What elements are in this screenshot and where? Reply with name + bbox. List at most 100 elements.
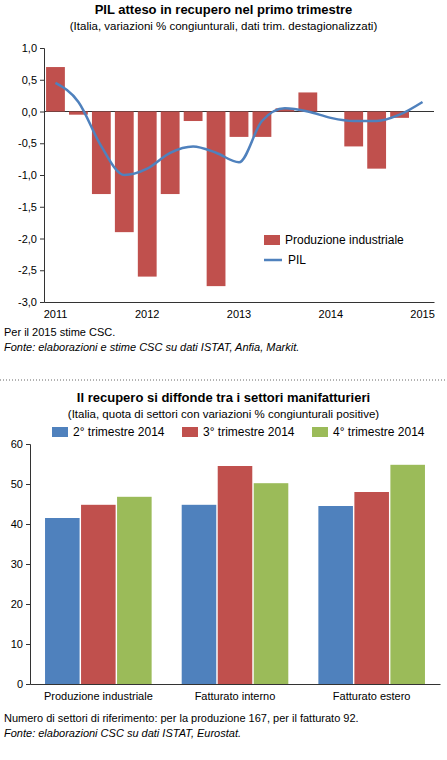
bar: [92, 112, 111, 195]
bar: [321, 111, 340, 112]
y-tick: 0,5: [22, 74, 44, 86]
annotation: Per il 2015 stime CSC.: [4, 326, 115, 338]
annotation: Fonte: elaborazioni CSC su dati ISTAT, E…: [4, 727, 241, 739]
y-tick-label: 0: [17, 678, 23, 690]
x-axis-line: [31, 684, 441, 685]
annotation: Fonte: elaborazioni e stime CSC su dati …: [4, 341, 299, 353]
x-tick: 2014: [319, 302, 343, 320]
y-tick: 10: [11, 638, 30, 650]
y-tick-mark: [40, 175, 44, 176]
y-tick: -3,0: [18, 296, 44, 308]
y-tick: -2,5: [18, 264, 44, 276]
y-tick-label: 1,0: [22, 42, 37, 54]
legend: Produzione industrialePIL: [264, 233, 404, 267]
y-tick-label: 60: [11, 438, 23, 450]
bar: [45, 518, 80, 684]
y-axis: 0 10 20 30 40 50 60: [11, 438, 31, 690]
x-tick-label: 2012: [135, 308, 159, 320]
y-tick-mark: [26, 684, 30, 685]
y-tick-label: 0,5: [22, 74, 37, 86]
y-tick: 50: [11, 478, 30, 490]
legend-label: Produzione industriale: [285, 233, 404, 247]
y-tick: -1,0: [18, 169, 44, 181]
x-axis: Produzione industriale Fatturato interno F…: [31, 684, 441, 702]
bar: [182, 505, 217, 684]
x-tick-label: 2015: [410, 308, 434, 320]
bar: [390, 465, 425, 684]
y-tick-label: 40: [11, 518, 23, 530]
y-tick-label: 10: [11, 638, 23, 650]
title: PIL atteso in recupero nel primo trimest…: [95, 2, 353, 17]
y-tick-label: 20: [11, 598, 23, 610]
y-tick: 20: [11, 598, 30, 610]
legend-swatch: [264, 235, 280, 245]
y-tick: -0,5: [18, 137, 44, 149]
x-tick: Fatturato interno: [195, 684, 276, 702]
x-tick: 2011: [44, 302, 68, 320]
y-tick: 30: [11, 558, 30, 570]
bar: [298, 92, 317, 111]
y-tick-mark: [40, 112, 44, 113]
legend-item: 4° trimestre 2014: [312, 425, 425, 439]
bar: [207, 112, 226, 287]
bar: [318, 506, 353, 684]
x-tick-label: 2011: [44, 308, 68, 320]
y-tick-mark: [26, 444, 30, 445]
y-tick-mark: [26, 484, 30, 485]
x-tick: 2015: [410, 302, 434, 320]
legend-swatch: [182, 427, 198, 437]
y-tick-mark: [40, 143, 44, 144]
y-tick-mark: [26, 604, 30, 605]
annotation: Numero di settori di riferimento: per la…: [4, 712, 359, 724]
y-tick: 0: [17, 678, 30, 690]
y-tick: -1,5: [18, 201, 44, 213]
legend-item: Produzione industriale: [264, 233, 404, 247]
y-tick: 0,0: [22, 106, 44, 118]
x-tick-label: 2013: [227, 308, 251, 320]
bar: [230, 112, 249, 137]
bar: [81, 505, 116, 684]
y-tick-mark: [26, 524, 30, 525]
y-tick-mark: [40, 80, 44, 81]
y-tick-label: -2,5: [18, 264, 37, 276]
page: PIL atteso in recupero nel primo trimest…: [0, 0, 447, 760]
plot-marks: [46, 67, 422, 286]
x-tick-label: Fatturato interno: [195, 690, 276, 702]
y-tick-label: -2,0: [18, 233, 37, 245]
y-tick: 40: [11, 518, 30, 530]
legend-swatch: [264, 259, 282, 262]
y-tick-mark: [40, 239, 44, 240]
title: Il recupero si diffonde tra i settori ma…: [77, 390, 370, 405]
y-tick-label: -1,5: [18, 201, 37, 213]
y-tick-mark: [26, 564, 30, 565]
legend-item: 2° trimestre 2014: [52, 425, 165, 439]
bar: [354, 492, 389, 684]
y-tick-mark: [40, 302, 44, 303]
x-tick: 2012: [135, 302, 159, 320]
y-tick-label: -0,5: [18, 137, 37, 149]
y-tick-label: 30: [11, 558, 23, 570]
y-tick-mark: [26, 644, 30, 645]
chart: Il recupero si diffonde tra i settori ma…: [4, 390, 441, 739]
line: [55, 83, 422, 175]
x-axis: 2011 2012 2013 2014 2015: [44, 302, 435, 320]
y-tick-label: 0,0: [22, 106, 37, 118]
x-tick-label: 2014: [319, 308, 343, 320]
x-tick: 2013: [227, 302, 251, 320]
bar: [218, 466, 253, 684]
x-tick: Produzione industriale: [44, 684, 153, 702]
y-axis: 1,0 0,5 0,0 -0,5 -1,0 -1,5 -2,0 -2,5 -3,0: [18, 42, 44, 308]
bar: [138, 112, 157, 277]
legend-label: 2° trimestre 2014: [73, 425, 165, 439]
x-tick: Fatturato estero: [333, 684, 411, 702]
subtitle: (Italia, variazioni % congiunturali, dat…: [70, 20, 378, 32]
bar: [254, 483, 289, 684]
legend-label: 3° trimestre 2014: [203, 425, 295, 439]
plot-marks: [45, 465, 425, 684]
y-tick: -2,0: [18, 233, 44, 245]
x-axis-line: [45, 302, 435, 303]
separator: [0, 380, 447, 381]
subtitle: (Italia, quota di settori con variazioni…: [68, 408, 379, 420]
bar: [184, 112, 203, 122]
legend-label: 4° trimestre 2014: [333, 425, 425, 439]
